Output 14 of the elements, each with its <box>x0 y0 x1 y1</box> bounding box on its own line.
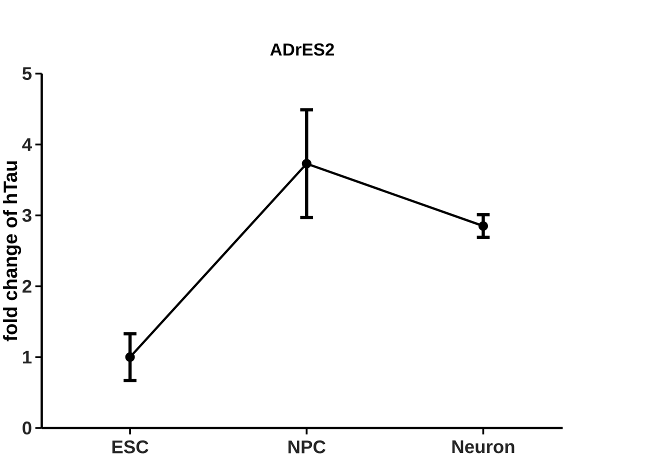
point <box>302 159 312 169</box>
x-tick-label: NPC <box>288 440 326 454</box>
point <box>478 221 488 231</box>
y-tick-label: 4 <box>22 138 32 151</box>
y-tick-label: 1 <box>23 350 32 364</box>
y-tick-label: 2 <box>22 280 32 293</box>
y-axis-title: fold change of hTau <box>3 161 22 342</box>
point <box>125 352 135 362</box>
chart-title: ADrES2 <box>270 44 334 56</box>
y-tick-label: 3 <box>22 209 32 222</box>
y-tick-label: 5 <box>22 67 32 80</box>
x-tick-label: ESC <box>112 440 148 454</box>
y-tick-label: 0 <box>22 422 32 435</box>
x-tick-label: Neuron <box>452 440 514 454</box>
